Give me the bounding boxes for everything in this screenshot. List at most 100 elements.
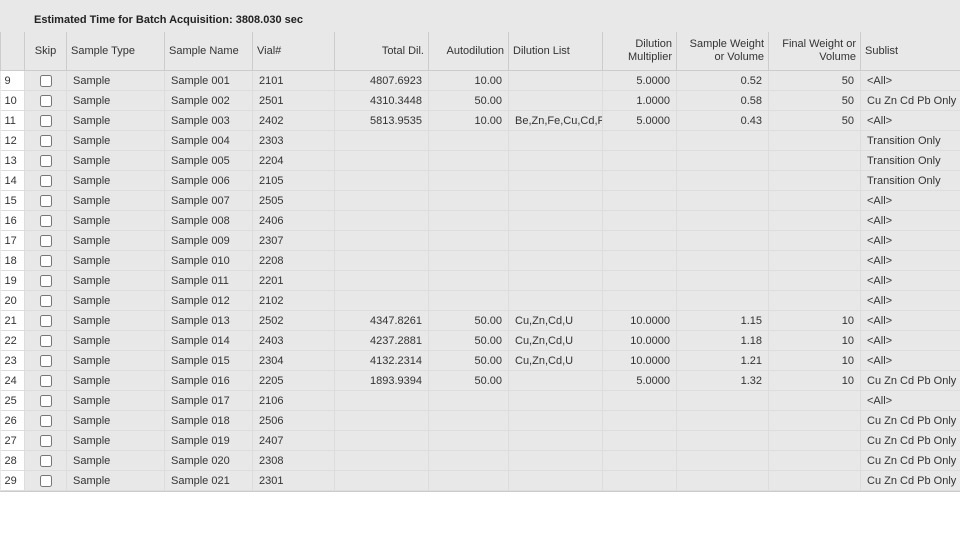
- cell-total-dil[interactable]: [335, 431, 429, 451]
- cell-dilution-multiplier[interactable]: [603, 471, 677, 491]
- cell-dilution-multiplier[interactable]: [603, 211, 677, 231]
- cell-total-dil[interactable]: [335, 151, 429, 171]
- cell-dilution-list[interactable]: Cu,Zn,Cd,U: [509, 311, 603, 331]
- cell-final-wv[interactable]: [769, 431, 861, 451]
- cell-dilution-multiplier[interactable]: [603, 131, 677, 151]
- cell-autodilution[interactable]: [429, 151, 509, 171]
- cell-dilution-multiplier[interactable]: [603, 291, 677, 311]
- cell-total-dil[interactable]: [335, 251, 429, 271]
- cell-final-wv[interactable]: [769, 191, 861, 211]
- cell-rownum[interactable]: 23: [1, 351, 25, 371]
- cell-sample-type[interactable]: Sample: [67, 411, 165, 431]
- cell-vial[interactable]: 2208: [253, 251, 335, 271]
- cell-sample-wv[interactable]: 1.21: [677, 351, 769, 371]
- table-row[interactable]: 29SampleSample 0212301Cu Zn Cd Pb Only: [1, 471, 960, 491]
- cell-final-wv[interactable]: [769, 211, 861, 231]
- cell-autodilution[interactable]: 50.00: [429, 371, 509, 391]
- cell-autodilution[interactable]: [429, 471, 509, 491]
- cell-skip[interactable]: [25, 391, 67, 411]
- cell-skip[interactable]: [25, 331, 67, 351]
- cell-autodilution[interactable]: [429, 251, 509, 271]
- cell-skip[interactable]: [25, 431, 67, 451]
- table-row[interactable]: 16SampleSample 0082406<All>: [1, 211, 960, 231]
- table-row[interactable]: 17SampleSample 0092307<All>: [1, 231, 960, 251]
- cell-final-wv[interactable]: 10: [769, 311, 861, 331]
- cell-rownum[interactable]: 24: [1, 371, 25, 391]
- cell-sample-wv[interactable]: [677, 211, 769, 231]
- cell-vial[interactable]: 2304: [253, 351, 335, 371]
- cell-sample-name[interactable]: Sample 017: [165, 391, 253, 411]
- cell-final-wv[interactable]: [769, 131, 861, 151]
- cell-sample-name[interactable]: Sample 016: [165, 371, 253, 391]
- cell-total-dil[interactable]: 4310.3448: [335, 91, 429, 111]
- table-row[interactable]: 25SampleSample 0172106<All>: [1, 391, 960, 411]
- skip-checkbox[interactable]: [40, 415, 52, 427]
- cell-sample-type[interactable]: Sample: [67, 151, 165, 171]
- cell-sample-name[interactable]: Sample 002: [165, 91, 253, 111]
- cell-skip[interactable]: [25, 471, 67, 491]
- cell-dilution-list[interactable]: [509, 151, 603, 171]
- cell-dilution-list[interactable]: [509, 131, 603, 151]
- cell-final-wv[interactable]: 10: [769, 331, 861, 351]
- cell-skip[interactable]: [25, 91, 67, 111]
- cell-sample-name[interactable]: Sample 008: [165, 211, 253, 231]
- skip-checkbox[interactable]: [40, 175, 52, 187]
- cell-sample-wv[interactable]: 1.32: [677, 371, 769, 391]
- cell-dilution-list[interactable]: [509, 231, 603, 251]
- cell-total-dil[interactable]: 4237.2881: [335, 331, 429, 351]
- cell-rownum[interactable]: 21: [1, 311, 25, 331]
- skip-checkbox[interactable]: [40, 295, 52, 307]
- cell-total-dil[interactable]: 4807.6923: [335, 71, 429, 91]
- cell-total-dil[interactable]: 1893.9394: [335, 371, 429, 391]
- table-row[interactable]: 12SampleSample 0042303Transition Only: [1, 131, 960, 151]
- cell-dilution-list[interactable]: Be,Zn,Fe,Cu,Cd,Pb: [509, 111, 603, 131]
- cell-sample-name[interactable]: Sample 020: [165, 451, 253, 471]
- cell-rownum[interactable]: 29: [1, 471, 25, 491]
- cell-rownum[interactable]: 13: [1, 151, 25, 171]
- cell-sample-type[interactable]: Sample: [67, 371, 165, 391]
- cell-sublist[interactable]: Cu Zn Cd Pb Only: [861, 91, 960, 111]
- skip-checkbox[interactable]: [40, 115, 52, 127]
- skip-checkbox[interactable]: [40, 375, 52, 387]
- cell-sample-wv[interactable]: 0.58: [677, 91, 769, 111]
- cell-dilution-list[interactable]: [509, 251, 603, 271]
- cell-rownum[interactable]: 9: [1, 71, 25, 91]
- cell-dilution-multiplier[interactable]: [603, 191, 677, 211]
- skip-checkbox[interactable]: [40, 255, 52, 267]
- cell-skip[interactable]: [25, 171, 67, 191]
- cell-total-dil[interactable]: [335, 291, 429, 311]
- cell-final-wv[interactable]: 10: [769, 371, 861, 391]
- cell-final-wv[interactable]: [769, 471, 861, 491]
- cell-final-wv[interactable]: [769, 451, 861, 471]
- cell-sublist[interactable]: Cu Zn Cd Pb Only: [861, 371, 960, 391]
- cell-vial[interactable]: 2502: [253, 311, 335, 331]
- cell-autodilution[interactable]: [429, 191, 509, 211]
- cell-autodilution[interactable]: [429, 231, 509, 251]
- cell-vial[interactable]: 2501: [253, 91, 335, 111]
- cell-skip[interactable]: [25, 351, 67, 371]
- cell-sample-name[interactable]: Sample 013: [165, 311, 253, 331]
- cell-sample-type[interactable]: Sample: [67, 171, 165, 191]
- cell-vial[interactable]: 2201: [253, 271, 335, 291]
- cell-dilution-list[interactable]: [509, 371, 603, 391]
- table-row[interactable]: 11SampleSample 00324025813.953510.00Be,Z…: [1, 111, 960, 131]
- cell-autodilution[interactable]: 50.00: [429, 91, 509, 111]
- cell-sublist[interactable]: Cu Zn Cd Pb Only: [861, 471, 960, 491]
- skip-checkbox[interactable]: [40, 235, 52, 247]
- cell-sample-wv[interactable]: [677, 411, 769, 431]
- cell-final-wv[interactable]: [769, 171, 861, 191]
- table-row[interactable]: 13SampleSample 0052204Transition Only: [1, 151, 960, 171]
- cell-sample-wv[interactable]: [677, 471, 769, 491]
- cell-autodilution[interactable]: 50.00: [429, 331, 509, 351]
- cell-sublist[interactable]: <All>: [861, 111, 960, 131]
- cell-dilution-list[interactable]: [509, 411, 603, 431]
- cell-dilution-list[interactable]: [509, 71, 603, 91]
- skip-checkbox[interactable]: [40, 395, 52, 407]
- cell-sample-wv[interactable]: [677, 451, 769, 471]
- cell-sample-type[interactable]: Sample: [67, 231, 165, 251]
- skip-checkbox[interactable]: [40, 355, 52, 367]
- table-row[interactable]: 15SampleSample 0072505<All>: [1, 191, 960, 211]
- cell-sample-name[interactable]: Sample 012: [165, 291, 253, 311]
- cell-rownum[interactable]: 16: [1, 211, 25, 231]
- cell-dilution-list[interactable]: Cu,Zn,Cd,U: [509, 351, 603, 371]
